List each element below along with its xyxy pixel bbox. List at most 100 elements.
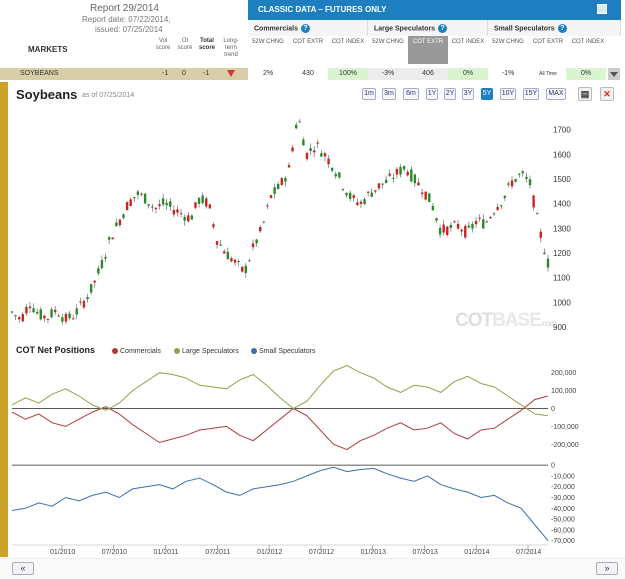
market-row-soybeans[interactable]: SOYBEANS -1 0 -1 [0,68,248,80]
candle [255,239,258,244]
help-icon[interactable]: ? [300,24,310,33]
range-button-3y[interactable]: 3Y [462,88,474,100]
col-header-sorted[interactable]: COT EXTR [408,36,448,64]
candle [176,209,179,213]
candle [169,201,172,207]
report-issued: issued: 07/25/2014 [95,25,163,34]
candle [39,309,42,320]
range-button-1y[interactable]: 1Y [426,88,438,100]
candle [406,171,409,176]
market-name[interactable]: SOYBEANS [20,70,59,77]
data-cell: -3% [368,68,408,80]
candle [57,315,60,317]
range-button-1m[interactable]: 1m [362,88,376,100]
small-y-tick: -30,000 [551,495,575,502]
candle [431,206,435,211]
candle [179,213,183,215]
col-header[interactable]: 52W CHNG [492,39,524,45]
x-tick-label: 01/2010 [50,549,75,556]
print-icon[interactable] [597,4,607,14]
report-header: Report 29/2014 Report date: 07/22/2014, … [0,0,248,68]
small-y-tick: -40,000 [551,506,575,513]
candle [183,216,186,221]
candle [345,192,348,196]
candle [417,182,420,186]
candle [348,192,352,199]
report-title: Report 29/2014 [90,3,159,14]
candle [521,171,525,174]
range-button-6m[interactable]: 6m [403,88,419,100]
cot-y-tick: 100,000 [551,388,576,395]
vol-score-header: Vol score [155,38,171,51]
small-y-tick: -60,000 [551,527,575,534]
series-line [11,395,549,451]
range-button-15y[interactable]: 15Y [523,88,539,100]
candle [496,207,499,210]
prev-button[interactable]: « [12,562,34,575]
candle [172,209,176,215]
oi-score: 0 [182,70,186,77]
candle [298,121,301,123]
legend-commercials[interactable]: Commercials [112,348,161,355]
col-header[interactable]: COT EXTR [292,39,324,45]
col-header[interactable]: COT EXTR [532,39,564,45]
col-header[interactable]: COT INDEX [331,39,365,45]
small-y-tick: 0 [551,463,555,470]
candle [241,266,244,272]
close-icon[interactable]: ✕ [600,87,614,101]
price-y-tick: 900 [553,323,567,332]
candle [435,218,438,221]
chart-panel [0,82,621,557]
candle [251,243,255,248]
candle [89,284,93,293]
candle [35,311,39,314]
candle [402,165,406,170]
range-button-2y[interactable]: 2Y [444,88,456,100]
candle [277,183,280,190]
candle [266,205,269,207]
range-button-10y[interactable]: 10Y [500,88,516,100]
candle [125,202,129,211]
group-commercials: Commercials? [248,20,368,36]
candle [68,313,71,319]
candle [294,124,298,129]
candle [532,195,535,208]
next-button[interactable]: » [596,562,618,575]
classic-data-title: CLASSIC DATA – FUTURES ONLY [258,5,387,14]
candle [539,231,543,238]
expand-chevron-icon[interactable] [608,68,620,80]
candle [147,204,150,206]
range-button-max[interactable]: MAX [546,88,566,100]
col-header[interactable]: 52W CHNG [252,39,284,45]
candle [291,147,294,152]
candle [151,206,154,208]
col-header[interactable]: 52W CHNG [372,39,404,45]
data-cell: 406 [408,68,448,80]
print-chart-icon[interactable]: ▤ [578,87,592,101]
help-icon[interactable]: ? [557,24,567,33]
candle [107,237,111,240]
range-button-3m[interactable]: 3m [382,88,396,100]
col-header[interactable]: COT INDEX [571,39,605,45]
long-term-trend-header: Long-term trend [223,38,239,58]
col-header[interactable]: COT INDEX [451,39,485,45]
candle [86,296,89,300]
candle [492,213,496,215]
candle [334,173,337,177]
candle [485,221,489,223]
range-button-5y[interactable]: 5Y [481,88,493,100]
help-icon[interactable]: ? [438,24,448,33]
candle [46,318,50,320]
legend-small-speculators[interactable]: Small Speculators [251,348,315,355]
cot-y-tick: 0 [551,406,555,413]
candle [143,193,147,204]
group-commercials-label: Commercials [254,25,298,33]
legend-large-speculators[interactable]: Large Speculators [174,348,239,355]
candle [500,205,503,207]
candle [244,265,248,274]
candle [154,207,158,210]
candle [356,202,359,206]
candle [489,216,492,219]
candle [395,168,399,175]
